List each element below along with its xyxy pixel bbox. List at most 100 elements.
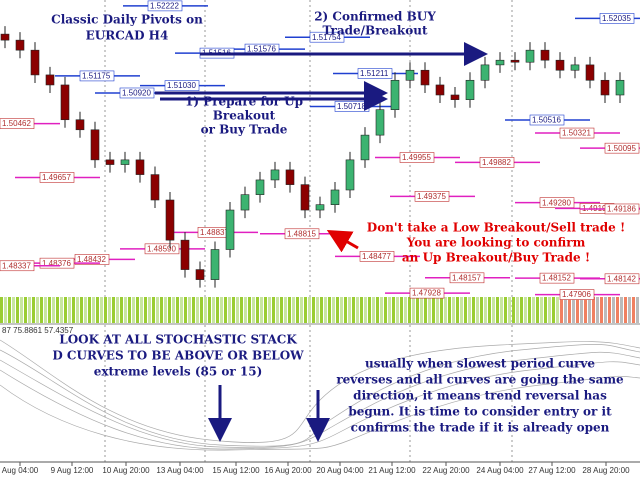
x-tick-label: Aug 04:00: [2, 466, 39, 475]
candle-body: [330, 189, 340, 205]
trend-strip: [0, 297, 290, 323]
price-label-box: [409, 287, 445, 299]
price-label: 1.49955: [402, 153, 431, 162]
price-label: 1.49186: [607, 205, 636, 214]
candle-body: [450, 94, 460, 100]
price-label: 1.49375: [417, 192, 446, 201]
price-label-box: [357, 68, 393, 79]
annotation-text: Don't take a Low Breakout/Sell trade !: [367, 221, 625, 235]
candle-body: [225, 209, 235, 250]
annotation-text: extreme levels (85 or 15): [94, 365, 263, 379]
candle-body: [300, 184, 310, 211]
price-label: 1.47928: [412, 289, 441, 298]
x-tick-label: 27 Aug 12:00: [528, 466, 576, 475]
candle-body: [315, 204, 325, 211]
annotation-text: Trade/Breakout: [322, 24, 427, 38]
x-tick-label: 9 Aug 12:00: [51, 466, 94, 475]
price-label: 1.50462: [2, 119, 31, 128]
annotation-text: usually when slowest period curve: [365, 357, 595, 371]
price-label: 1.50920: [122, 89, 151, 98]
price-label: 1.48142: [607, 274, 636, 283]
x-tick-label: 21 Aug 12:00: [368, 466, 416, 475]
candle-body: [165, 199, 175, 241]
price-label: 1.48477: [362, 252, 391, 261]
candle-body: [525, 49, 535, 63]
candle-body: [255, 179, 265, 195]
candle-body: [285, 169, 295, 185]
annotation-arrow: [326, 230, 359, 253]
annotation-text: D CURVES TO BE ABOVE OR BELOW: [52, 349, 304, 363]
price-label: 1.51576: [247, 45, 276, 54]
price-label-box: [284, 228, 320, 240]
candle-body: [195, 269, 205, 280]
x-tick-label: 20 Aug 04:00: [316, 466, 364, 475]
price-label-box: [39, 257, 75, 269]
price-label: 1.48815: [287, 229, 316, 238]
indicator-header: 87 75.8861 57.4357: [2, 326, 74, 335]
price-label: 1.48590: [147, 244, 176, 253]
price-label: 1.50321: [562, 129, 591, 138]
price-label: 1.48432: [77, 255, 106, 264]
candle-body: [540, 49, 550, 61]
x-tick-label: 10 Aug 20:00: [102, 466, 150, 475]
price-label: 1.51211: [360, 69, 389, 78]
candle-body: [435, 84, 445, 96]
annotation-text: confirms the trade if it is already open: [351, 421, 610, 435]
price-label: 1.47906: [562, 290, 591, 299]
candle-body: [135, 159, 145, 175]
price-label-box: [359, 251, 395, 262]
price-label-box: [479, 157, 515, 168]
price-label-box: [119, 87, 155, 99]
candle-body: [0, 33, 10, 41]
x-tick-label: 15 Aug 12:00: [212, 466, 260, 475]
trend-strip: [290, 297, 560, 323]
candle-body: [180, 239, 190, 270]
price-label: 1.48837: [200, 228, 229, 237]
price-label-box: [599, 13, 635, 24]
candle-body: [405, 69, 415, 81]
price-label: 1.51175: [82, 72, 111, 81]
candle-body: [615, 79, 625, 96]
annotation-text: 2) Confirmed BUY: [314, 10, 436, 24]
candle-body: [510, 59, 520, 63]
price-label-box: [539, 272, 575, 284]
x-tick-label: 22 Aug 20:00: [422, 466, 470, 475]
price-label-box: [604, 142, 640, 154]
price-label-box: [147, 0, 183, 12]
stochastic-curves: [0, 339, 640, 451]
candle-body: [60, 84, 70, 121]
candle-body: [360, 134, 370, 161]
price-label: 1.51030: [167, 81, 196, 90]
price-label-box: [414, 191, 450, 202]
candle-body: [390, 79, 400, 111]
candle-body: [600, 79, 610, 96]
annotation-text: Breakout: [213, 109, 276, 123]
price-label-box: [74, 254, 110, 265]
annotation-text: You are looking to confirm: [406, 236, 586, 250]
price-label: 1.50516: [532, 116, 561, 125]
price-label: 1.48157: [452, 273, 481, 282]
x-tick-label: 24 Aug 04:00: [476, 466, 524, 475]
x-tick-label: 13 Aug 04:00: [156, 466, 204, 475]
annotation-text: reverses and all curves are going the sa…: [336, 373, 624, 387]
price-label-box: [0, 260, 35, 272]
price-label-box: [449, 272, 485, 284]
candle-body: [420, 69, 430, 86]
candle-body: [210, 249, 220, 280]
annotation-text: EURCAD H4: [86, 29, 169, 43]
annotation-text: LOOK AT ALL STOCHASTIC STACK: [59, 333, 297, 347]
annotation-arrows: [155, 42, 488, 442]
candle-body: [465, 79, 475, 100]
price-label-box: [79, 70, 115, 82]
price-label-box: [604, 203, 640, 215]
price-label-box: [559, 127, 595, 139]
candle-body: [270, 169, 280, 181]
price-label-box: [309, 31, 345, 43]
price-label: 1.48337: [2, 261, 31, 270]
x-tick-label: 28 Aug 20:00: [582, 466, 630, 475]
candle-body: [90, 129, 100, 161]
annotation-text: 1) Prepare for Up: [185, 95, 303, 109]
candle-body: [75, 119, 85, 131]
candle-body: [150, 174, 160, 201]
